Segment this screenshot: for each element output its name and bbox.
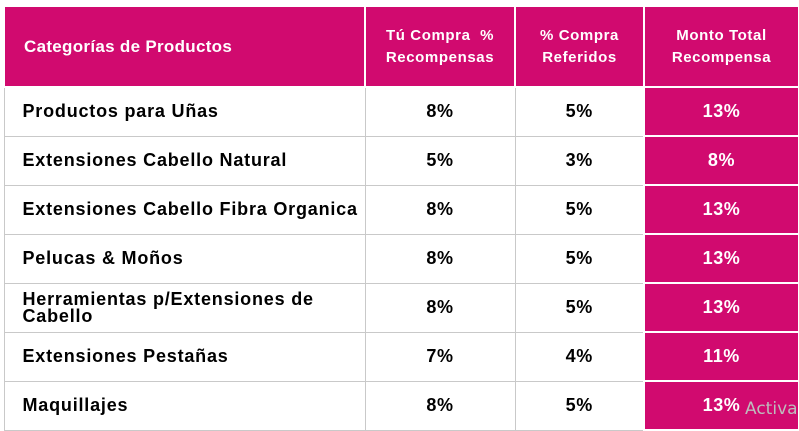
row-referral-percent: 3% bbox=[514, 135, 645, 186]
header-total-reward: Monto Total Recompensa bbox=[643, 5, 799, 88]
table-row: Pelucas & Moños 8% 5% 13% bbox=[3, 233, 799, 284]
header-category: Categorías de Productos bbox=[3, 5, 366, 88]
row-referral-percent: 5% bbox=[514, 233, 645, 284]
header-referral-line2: Referidos bbox=[542, 48, 617, 66]
row-purchase-percent: 8% bbox=[364, 282, 516, 333]
row-category: Maquillajes bbox=[3, 380, 366, 431]
row-purchase-percent: 7% bbox=[364, 331, 516, 382]
row-total-percent: 13% bbox=[643, 86, 799, 137]
row-referral-percent: 5% bbox=[514, 86, 645, 137]
table-row: Extensiones Cabello Fibra Organica 8% 5%… bbox=[3, 184, 799, 235]
table-row: Extensiones Cabello Natural 5% 3% 8% bbox=[3, 135, 799, 186]
activation-watermark: Activa bbox=[745, 399, 798, 419]
row-referral-percent: 5% bbox=[514, 184, 645, 235]
table-row: Herramientas p/Extensiones de Cabello 8%… bbox=[3, 282, 799, 333]
row-category: Extensiones Cabello Natural bbox=[3, 135, 366, 186]
row-purchase-percent: 8% bbox=[364, 86, 516, 137]
row-total-percent: 13% bbox=[643, 380, 799, 431]
row-category: Herramientas p/Extensiones de Cabello bbox=[3, 282, 366, 333]
header-referral-line1: % Compra bbox=[540, 26, 619, 44]
row-category: Productos para Uñas bbox=[3, 86, 366, 137]
row-referral-percent: 5% bbox=[514, 380, 645, 431]
table-row: Maquillajes 8% 5% 13% bbox=[3, 380, 799, 431]
header-total-line2: Recompensa bbox=[671, 48, 772, 66]
row-purchase-percent: 8% bbox=[364, 233, 516, 284]
row-purchase-percent: 5% bbox=[364, 135, 516, 186]
row-referral-percent: 5% bbox=[514, 282, 645, 333]
row-total-percent: 13% bbox=[643, 184, 799, 235]
header-purchase-rewards: Tú Compra % Recompensas bbox=[364, 5, 516, 88]
header-purchase-line2: Recompensas bbox=[385, 48, 495, 66]
table-row: Productos para Uñas 8% 5% 13% bbox=[3, 86, 799, 137]
header-row: Categorías de Productos Tú Compra % Reco… bbox=[3, 5, 799, 88]
row-category: Extensiones Pestañas bbox=[3, 331, 366, 382]
row-category: Extensiones Cabello Fibra Organica bbox=[3, 184, 366, 235]
table-row: Extensiones Pestañas 7% 4% 11% bbox=[3, 331, 799, 382]
rewards-table: Categorías de Productos Tú Compra % Reco… bbox=[3, 5, 799, 431]
row-total-percent: 13% bbox=[643, 233, 799, 284]
header-purchase-line1: Tú Compra % bbox=[385, 26, 495, 44]
row-total-percent: 13% bbox=[643, 282, 799, 333]
header-referral-purchase: % Compra Referidos bbox=[514, 5, 645, 88]
row-purchase-percent: 8% bbox=[364, 184, 516, 235]
row-purchase-percent: 8% bbox=[364, 380, 516, 431]
header-total-line1: Monto Total bbox=[676, 26, 767, 44]
row-total-percent: 8% bbox=[643, 135, 799, 186]
row-total-percent: 11% bbox=[643, 331, 799, 382]
row-referral-percent: 4% bbox=[514, 331, 645, 382]
row-category: Pelucas & Moños bbox=[3, 233, 366, 284]
